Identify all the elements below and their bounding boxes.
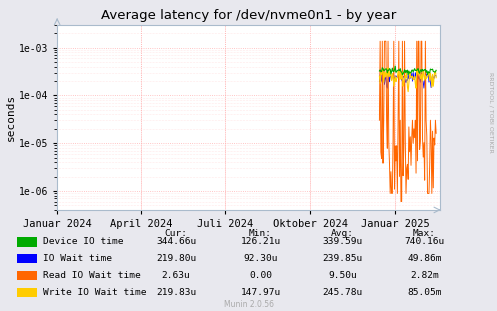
Text: 92.30u: 92.30u — [243, 254, 278, 263]
Text: Device IO time: Device IO time — [43, 238, 123, 246]
Text: 147.97u: 147.97u — [241, 288, 281, 297]
Text: Munin 2.0.56: Munin 2.0.56 — [224, 300, 273, 309]
Text: 49.86m: 49.86m — [407, 254, 442, 263]
Text: RRDTOOL / TOBI OETIKER: RRDTOOL / TOBI OETIKER — [489, 72, 494, 152]
Text: 245.78u: 245.78u — [323, 288, 362, 297]
Text: Avg:: Avg: — [331, 229, 354, 238]
Text: 740.16u: 740.16u — [404, 238, 444, 246]
Text: 9.50u: 9.50u — [328, 271, 357, 280]
FancyBboxPatch shape — [17, 254, 37, 263]
FancyBboxPatch shape — [17, 288, 37, 297]
Text: 0.00: 0.00 — [249, 271, 272, 280]
Text: 219.83u: 219.83u — [156, 288, 196, 297]
FancyBboxPatch shape — [17, 271, 37, 280]
Text: 2.82m: 2.82m — [410, 271, 439, 280]
Text: IO Wait time: IO Wait time — [43, 254, 111, 263]
Text: Read IO Wait time: Read IO Wait time — [43, 271, 140, 280]
Text: Write IO Wait time: Write IO Wait time — [43, 288, 146, 297]
Text: Max:: Max: — [413, 229, 436, 238]
Text: Cur:: Cur: — [165, 229, 187, 238]
Text: Min:: Min: — [249, 229, 272, 238]
Text: 344.66u: 344.66u — [156, 238, 196, 246]
Text: 85.05m: 85.05m — [407, 288, 442, 297]
Title: Average latency for /dev/nvme0n1 - by year: Average latency for /dev/nvme0n1 - by ye… — [101, 9, 396, 22]
Text: 239.85u: 239.85u — [323, 254, 362, 263]
Text: 219.80u: 219.80u — [156, 254, 196, 263]
Text: 2.63u: 2.63u — [162, 271, 190, 280]
FancyBboxPatch shape — [17, 237, 37, 247]
Y-axis label: seconds: seconds — [6, 94, 16, 141]
Text: 339.59u: 339.59u — [323, 238, 362, 246]
Text: 126.21u: 126.21u — [241, 238, 281, 246]
